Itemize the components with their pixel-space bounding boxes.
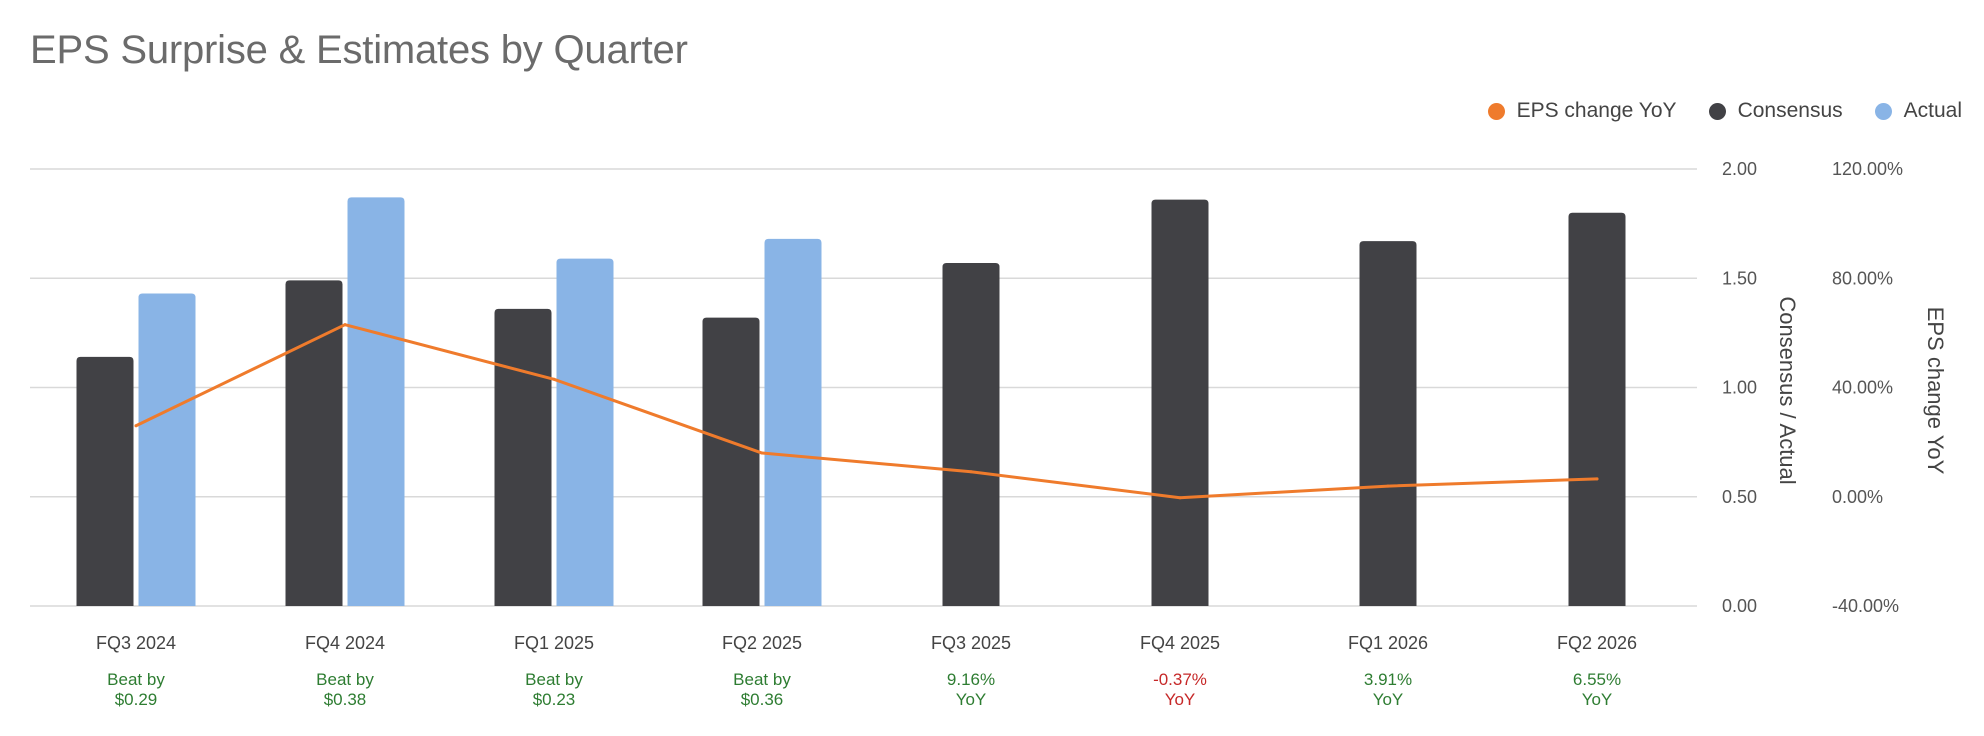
x-tick-label: FQ2 2026 xyxy=(1557,633,1637,653)
surprise-annotation: Beat by xyxy=(316,670,374,689)
eps-change-point[interactable] xyxy=(969,470,973,474)
surprise-annotation: -0.37% xyxy=(1153,670,1207,689)
bar-consensus[interactable] xyxy=(942,262,1000,606)
eps-change-line xyxy=(134,323,1599,500)
legend-dot-orange-icon xyxy=(1487,102,1505,120)
y-left-tick-label: 1.50 xyxy=(1722,268,1757,288)
surprise-annotation: $0.23 xyxy=(533,690,576,709)
legend-dot-dark-icon xyxy=(1708,102,1726,120)
y-left-axis-title: Consensus / Actual xyxy=(1775,296,1800,484)
y-right-tick-label: 80.00% xyxy=(1832,268,1893,288)
legend-item-eps-change[interactable]: EPS change YoY xyxy=(1487,99,1677,123)
y-right-tick-label: -40.00% xyxy=(1832,596,1899,616)
eps-change-line-path[interactable] xyxy=(134,323,1599,500)
surprise-annotation: $0.38 xyxy=(324,690,367,709)
bar-consensus[interactable] xyxy=(1568,212,1626,606)
grid-lines xyxy=(30,168,1697,607)
x-tick-label: FQ3 2025 xyxy=(931,633,1011,653)
x-tick-label: FQ2 2025 xyxy=(722,633,802,653)
surprise-annotation: YoY xyxy=(1582,690,1613,709)
surprise-annotation: $0.36 xyxy=(741,690,784,709)
x-tick-label: FQ1 2025 xyxy=(514,633,594,653)
x-tick-label: FQ4 2024 xyxy=(305,633,385,653)
surprise-annotation: $0.29 xyxy=(115,690,158,709)
y-left-tick-label: 1.00 xyxy=(1722,378,1757,398)
legend-dot-blue-icon xyxy=(1874,102,1892,120)
legend-item-consensus[interactable]: Consensus xyxy=(1708,99,1843,123)
bar-actual[interactable] xyxy=(764,238,822,607)
x-tick-label: FQ3 2024 xyxy=(96,633,176,653)
chart-legend: EPS change YoY Consensus Actual xyxy=(1487,99,1962,123)
surprise-annotation: YoY xyxy=(956,690,987,709)
surprise-annotation: Beat by xyxy=(525,670,583,689)
eps-change-point[interactable] xyxy=(1178,496,1182,500)
bar-consensus[interactable] xyxy=(1359,241,1417,607)
x-tick-label: FQ1 2026 xyxy=(1348,633,1428,653)
legend-item-actual[interactable]: Actual xyxy=(1874,99,1962,123)
axes: 2.00 120.00% 1.50 80.00% 1.00 40.00% 0.50 0.00%… xyxy=(1722,159,1948,616)
y-right-axis-title: EPS change YoY xyxy=(1923,307,1948,475)
legend-label-consensus: Consensus xyxy=(1737,99,1843,122)
surprise-annotation: Beat by xyxy=(107,670,165,689)
surprise-annotation: Beat by xyxy=(733,670,791,689)
bar-consensus[interactable] xyxy=(1151,199,1209,606)
y-left-tick-label: 0.00 xyxy=(1722,596,1757,616)
surprise-annotation: 6.55% xyxy=(1573,670,1621,689)
surprise-annotation: YoY xyxy=(1373,690,1404,709)
bar-actual[interactable] xyxy=(138,293,196,606)
y-right-tick-label: 0.00% xyxy=(1832,487,1883,507)
eps-change-point[interactable] xyxy=(343,323,347,327)
eps-change-point[interactable] xyxy=(134,424,138,428)
surprise-annotation: 3.91% xyxy=(1364,670,1412,689)
eps-change-point[interactable] xyxy=(760,451,764,455)
legend-label-actual: Actual xyxy=(1903,99,1962,122)
y-right-tick-label: 40.00% xyxy=(1832,378,1893,398)
bar-consensus[interactable] xyxy=(285,280,343,606)
surprise-annotation: YoY xyxy=(1165,690,1196,709)
y-left-tick-label: 0.50 xyxy=(1722,487,1757,507)
legend-label-eps-change: EPS change YoY xyxy=(1516,99,1677,122)
bar-series xyxy=(76,197,1626,607)
eps-change-point[interactable] xyxy=(1386,484,1390,488)
eps-change-point[interactable] xyxy=(552,377,556,381)
x-tick-label: FQ4 2025 xyxy=(1140,633,1220,653)
bar-consensus[interactable] xyxy=(76,356,134,606)
bar-actual[interactable] xyxy=(347,197,405,606)
bar-actual[interactable] xyxy=(556,258,614,606)
y-right-tick-label: 120.00% xyxy=(1832,159,1903,179)
y-left-tick-label: 2.00 xyxy=(1722,159,1757,179)
bar-consensus[interactable] xyxy=(494,308,552,606)
chart-title: EPS Surprise & Estimates by Quarter xyxy=(30,28,688,72)
eps-change-point[interactable] xyxy=(1595,477,1599,481)
surprise-annotation: 9.16% xyxy=(947,670,995,689)
bar-consensus[interactable] xyxy=(702,317,760,606)
